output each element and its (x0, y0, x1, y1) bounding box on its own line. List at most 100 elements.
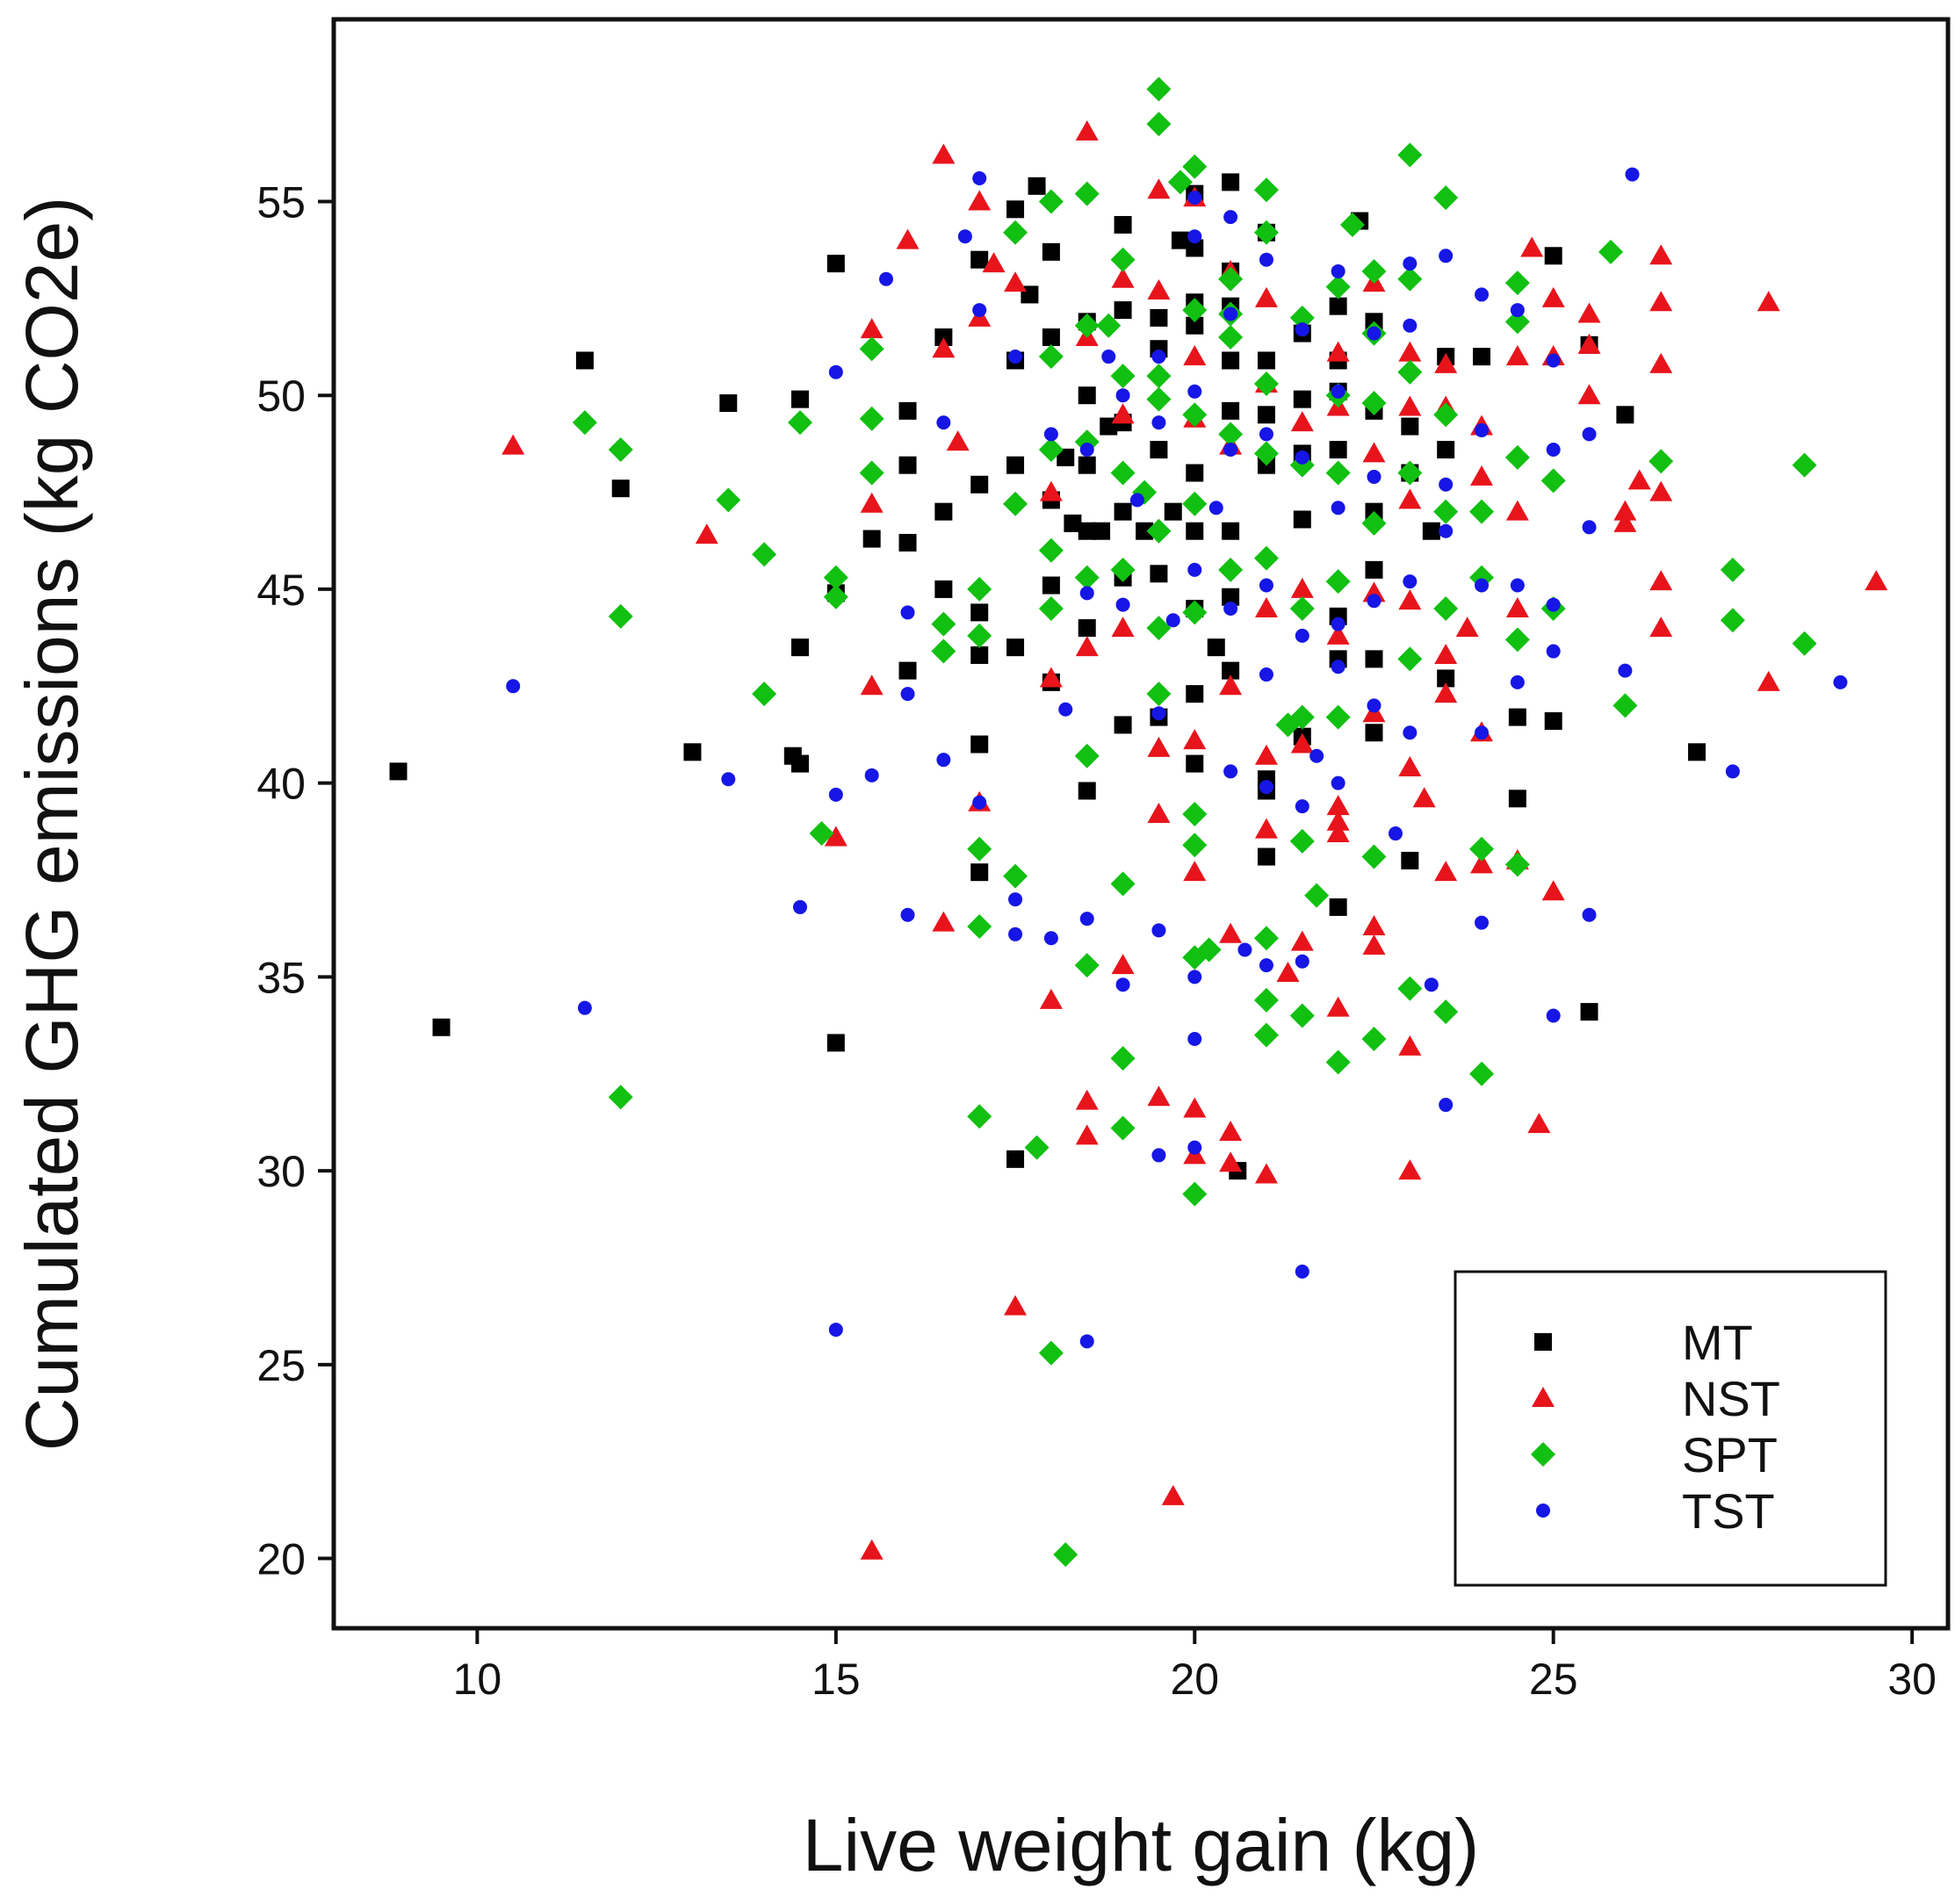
data-point-spt (608, 1085, 633, 1110)
data-point-mt (1365, 724, 1383, 742)
data-point-tst (1475, 422, 1490, 437)
data-point-spt (1218, 557, 1244, 582)
data-point-tst (972, 303, 987, 318)
data-point-spt (1253, 441, 1279, 466)
data-point-spt (1146, 682, 1172, 707)
data-point-nst (1111, 617, 1135, 638)
data-point-tst (1403, 725, 1418, 740)
data-point-tst (1331, 775, 1345, 790)
data-point-mt (1114, 716, 1132, 734)
data-point-mt (970, 863, 989, 882)
data-point-tst (1331, 660, 1345, 674)
data-point-spt (1397, 266, 1423, 292)
data-point-spt (1146, 112, 1172, 137)
data-point-spt (1110, 460, 1136, 486)
data-point-mt (611, 480, 630, 498)
data-point-tst (1439, 477, 1454, 492)
data-point-spt (1253, 926, 1279, 951)
data-point-mt (1078, 619, 1096, 638)
data-point-mt (1365, 560, 1383, 579)
data-point-mt (1293, 390, 1311, 408)
data-point-tst (1403, 574, 1418, 589)
data-point-tst (1079, 912, 1094, 927)
data-point-spt (1110, 1046, 1136, 1071)
data-point-nst (1147, 802, 1171, 823)
data-point-tst (721, 772, 736, 787)
data-point-spt (1792, 452, 1817, 478)
data-point-mt (1186, 754, 1204, 773)
data-point-spt (967, 623, 992, 648)
data-point-nst (1183, 345, 1207, 366)
data-point-nst (1147, 1085, 1171, 1107)
data-point-tst (1295, 1264, 1309, 1279)
data-point-nst (1254, 596, 1278, 617)
data-point-nst (1412, 787, 1436, 808)
data-point-spt (1146, 76, 1172, 102)
data-point-nst (1147, 736, 1171, 757)
data-point-mt (1006, 456, 1025, 474)
data-point-mt (1171, 231, 1189, 249)
data-point-spt (1182, 298, 1208, 323)
series-tst (506, 167, 1848, 1349)
data-point-mt (1508, 708, 1526, 726)
data-point-mt (1057, 448, 1075, 466)
data-point-mt (1508, 790, 1526, 808)
data-point-nst (1147, 178, 1171, 199)
data-point-tst (1367, 698, 1381, 713)
data-point-tst (1008, 892, 1023, 907)
data-point-spt (1361, 510, 1387, 536)
data-point-mt (1006, 200, 1025, 219)
legend-marker-nst (1532, 1387, 1555, 1407)
data-point-spt (608, 603, 633, 629)
data-point-tst (1259, 780, 1273, 795)
data-point-nst (1649, 291, 1673, 312)
data-point-spt (1433, 499, 1459, 524)
data-point-mt (719, 394, 738, 413)
data-point-nst (1362, 914, 1386, 935)
data-point-spt (1110, 557, 1136, 582)
data-point-spt (1361, 391, 1387, 416)
data-point-tst (1510, 674, 1525, 689)
data-point-spt (1182, 402, 1208, 428)
y-tick-label: 45 (256, 566, 306, 615)
data-point-mt (1222, 661, 1240, 680)
data-point-nst (1649, 352, 1673, 373)
legend-label-spt: SPT (1682, 1427, 1778, 1482)
data-point-tst (1833, 674, 1848, 689)
data-point-nst (1649, 570, 1673, 591)
data-point-mt (1150, 565, 1168, 583)
data-point-spt (1361, 1027, 1387, 1052)
data-point-tst (1115, 597, 1130, 612)
data-point-tst (1439, 523, 1454, 538)
x-tick-label: 10 (453, 1655, 502, 1704)
data-point-spt (1003, 863, 1028, 889)
data-point-spt (1469, 499, 1495, 524)
data-point-tst (1367, 594, 1381, 609)
data-point-spt (859, 336, 884, 362)
data-point-nst (1254, 1163, 1278, 1184)
data-point-mt (1093, 522, 1111, 540)
data-point-spt (1504, 309, 1530, 335)
data-point-spt (1146, 364, 1172, 389)
data-point-spt (1469, 1061, 1495, 1086)
data-point-mt (1222, 588, 1240, 606)
data-point-mt (1078, 386, 1096, 405)
data-point-tst (1187, 970, 1202, 984)
data-point-mt (1164, 502, 1182, 521)
data-point-tst (1367, 326, 1381, 341)
data-point-tst (1403, 318, 1418, 333)
data-point-tst (972, 795, 987, 810)
data-point-nst (1219, 1151, 1243, 1172)
data-point-spt (1218, 422, 1244, 447)
data-point-nst (1455, 617, 1479, 638)
data-point-nst (1362, 442, 1386, 463)
data-point-spt (1720, 557, 1745, 582)
data-point-spt (1003, 491, 1028, 516)
data-point-tst (1259, 252, 1273, 267)
data-point-nst (1326, 795, 1350, 816)
data-point-tst (1151, 350, 1166, 364)
data-point-spt (1182, 801, 1208, 826)
data-point-mt (898, 533, 917, 552)
data-point-nst (1613, 511, 1637, 532)
